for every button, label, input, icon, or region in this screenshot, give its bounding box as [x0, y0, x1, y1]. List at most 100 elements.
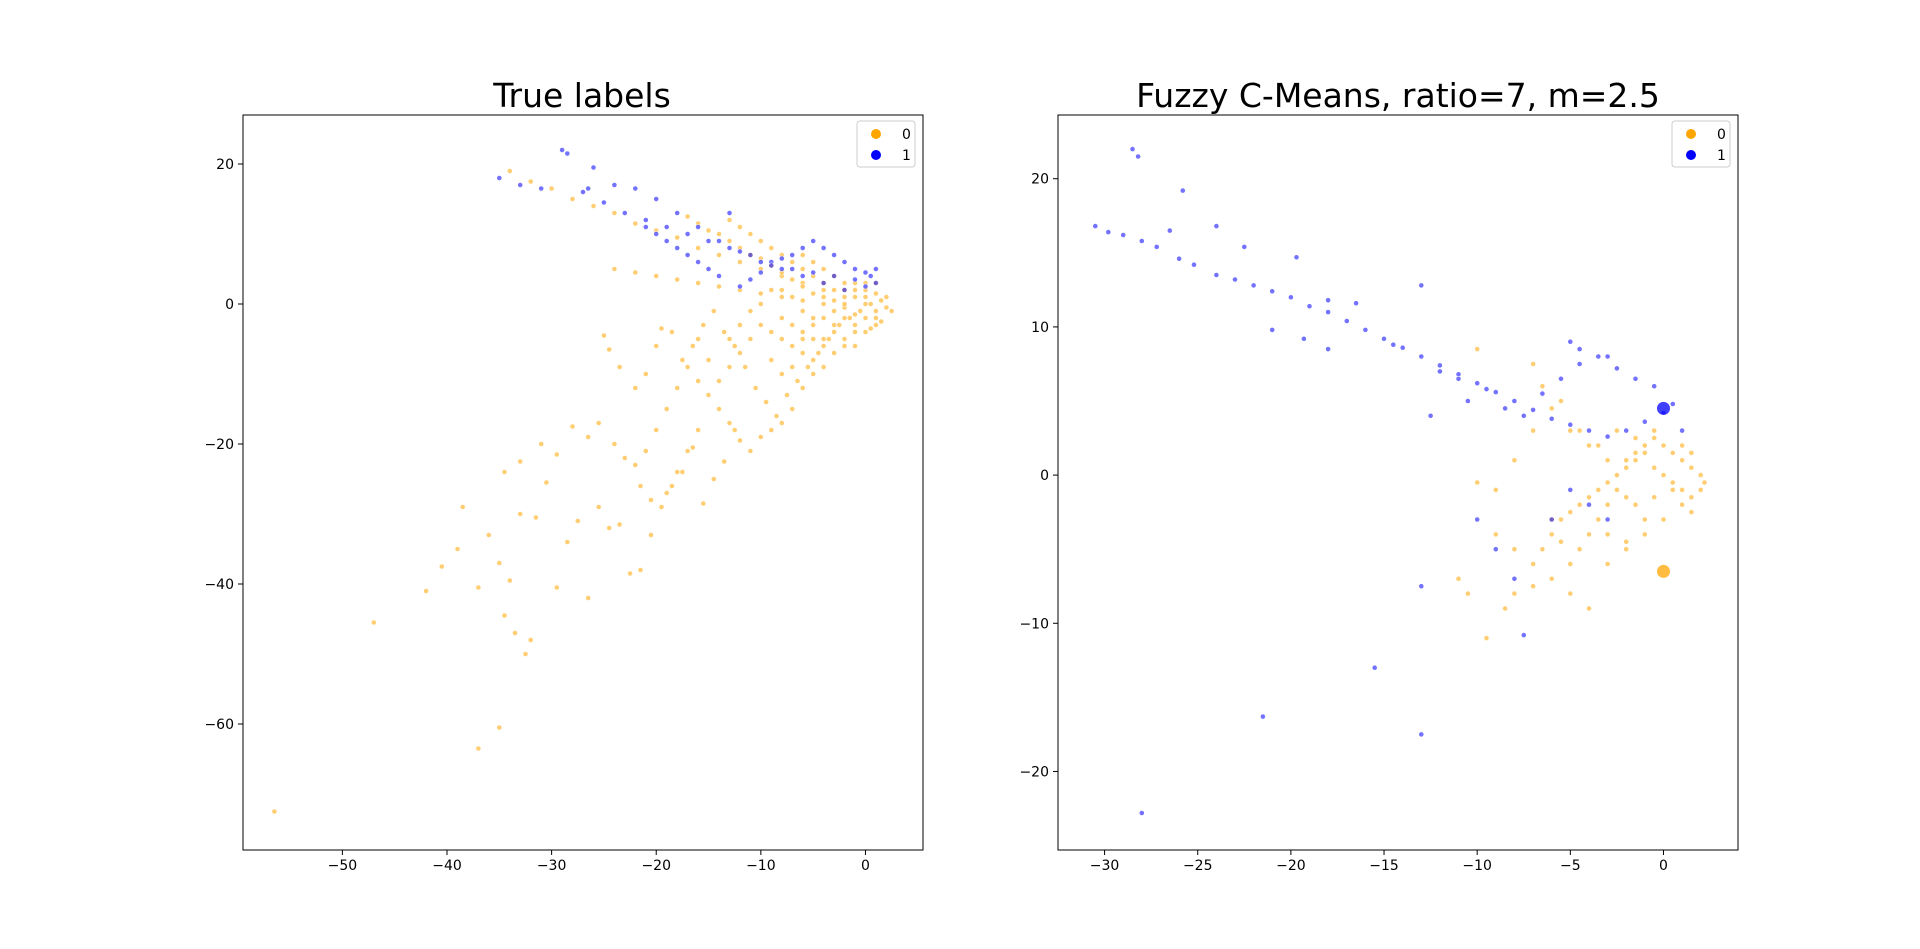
right-point-s0-34 [1595, 516, 1602, 523]
left-point-s0-151 [852, 311, 858, 318]
right-point-s1-13 [1250, 282, 1257, 289]
left-point-s0-42 [585, 434, 592, 440]
left-point-s1-0 [559, 147, 565, 153]
left-point-s1-11 [778, 266, 785, 272]
right-point-s0-0 [1483, 635, 1490, 641]
left-point-s0-38 [517, 458, 524, 465]
left-point-s0-134 [820, 301, 827, 307]
left-point-s0-78 [831, 350, 837, 356]
left-point-s1-9 [737, 248, 743, 255]
left-point-s0-68 [846, 315, 853, 321]
left-ytick-label-3: 0 [225, 297, 234, 313]
left-point-s0-22 [585, 595, 592, 601]
left-point-s0-29 [658, 504, 665, 510]
left-point-s0-84 [768, 427, 775, 433]
left-point-s1-49 [747, 276, 754, 283]
right-point-s1-4 [1105, 229, 1112, 235]
left-point-s1-4 [632, 185, 639, 192]
left-point-s0-43 [595, 420, 602, 426]
left-point-s0-174 [789, 364, 796, 370]
right-point-s1-60 [1604, 353, 1611, 360]
left-point-s1-54 [684, 252, 691, 258]
right-point-s0-40 [1604, 531, 1611, 538]
left-point-s0-44 [606, 346, 613, 353]
left-point-s0-106 [506, 168, 513, 174]
left-point-s0-166 [747, 336, 754, 342]
right-point-s0-61 [1511, 546, 1518, 553]
left-point-s0-198 [778, 315, 785, 321]
left-point-s0-138 [705, 227, 712, 234]
right-point-s0-51 [1586, 442, 1592, 449]
right-point-s0-5 [1548, 531, 1555, 538]
right-point-s0-66 [1604, 561, 1611, 567]
left-point-s0-86 [747, 448, 754, 454]
left-point-s1-8 [716, 238, 722, 244]
right-point-s0-62 [1530, 583, 1536, 590]
right-legend-label-0: 0 [1717, 127, 1726, 143]
right-point-s1-19 [1362, 326, 1369, 333]
left-point-s0-193 [768, 287, 775, 293]
left-point-s0-88 [726, 420, 733, 426]
left-point-s0-16 [517, 511, 524, 517]
left-ytick-label-4: 20 [216, 157, 234, 173]
right-point-s0-37 [1567, 561, 1574, 567]
left-point-s0-12 [506, 577, 513, 584]
left-point-s0-155 [768, 329, 775, 335]
left-point-s0-215 [789, 259, 796, 265]
left-point-s0-154 [757, 322, 764, 328]
left-point-s0-53 [689, 343, 696, 349]
right-yticks: −20 −10 0 10 20 [1019, 172, 1058, 780]
left-point-s0-149 [820, 294, 827, 300]
left-point-s0-92 [684, 364, 691, 370]
right-point-s1-1 [1135, 153, 1141, 160]
right-point-s0-78 [1688, 449, 1695, 456]
left-point-s0-136 [684, 213, 691, 220]
right-point-s1-18 [1343, 318, 1350, 324]
left-point-s0-85 [757, 434, 764, 440]
left-point-s0-79 [820, 364, 827, 370]
right-xtick-label-1: −25 [1183, 858, 1213, 874]
right-centers [1656, 400, 1671, 579]
right-point-s0-44 [1679, 501, 1685, 508]
left-point-s0-69 [857, 308, 864, 314]
left-point-s0-15 [527, 637, 534, 643]
right-point-s1-68 [1260, 713, 1266, 720]
left-point-s0-72 [883, 294, 890, 300]
right-xtick-label-6: 0 [1659, 858, 1668, 874]
left-point-s0-124 [611, 266, 618, 272]
left-point-s0-10 [496, 560, 503, 566]
left-point-s0-107 [527, 178, 534, 185]
right-point-s1-45 [1437, 368, 1443, 375]
right-point-s1-64 [1427, 412, 1434, 419]
right-point-s0-6 [1558, 516, 1564, 523]
left-point-s0-207 [873, 322, 879, 328]
left-point-s0-222 [737, 224, 743, 230]
left-xtick-label-3: −20 [641, 858, 671, 874]
left-point-s0-132 [778, 294, 785, 300]
left-point-s0-5 [438, 563, 445, 570]
right-point-s1-76 [1586, 501, 1592, 508]
left-point-s1-55 [674, 245, 681, 251]
left-point-s1-12 [799, 273, 806, 279]
left-point-s0-96 [642, 448, 649, 454]
right-point-s1-43 [1390, 341, 1397, 348]
right-point-s1-63 [1325, 346, 1331, 352]
left-point-s1-47 [768, 262, 775, 269]
right-point-s0-59 [1465, 590, 1471, 597]
left-point-s0-75 [867, 325, 874, 332]
right-point-s1-52 [1558, 375, 1564, 382]
left-point-s0-167 [737, 350, 743, 356]
right-point-s1-0 [1129, 146, 1136, 152]
left-ytick-label-1: −40 [204, 577, 234, 593]
left-point-s0-162 [841, 315, 848, 321]
right-point-s1-38 [1213, 223, 1220, 229]
left-ytick-label-2: −20 [204, 437, 234, 453]
right-point-s1-10 [1191, 261, 1197, 268]
left-point-s0-46 [616, 364, 623, 370]
left-point-s0-31 [679, 469, 686, 475]
left-point-s0-56 [721, 329, 728, 335]
left-point-s0-123 [862, 301, 869, 307]
left-point-s0-210 [820, 266, 827, 272]
left-point-s0-148 [810, 290, 817, 297]
left-point-s0-199 [789, 322, 796, 328]
